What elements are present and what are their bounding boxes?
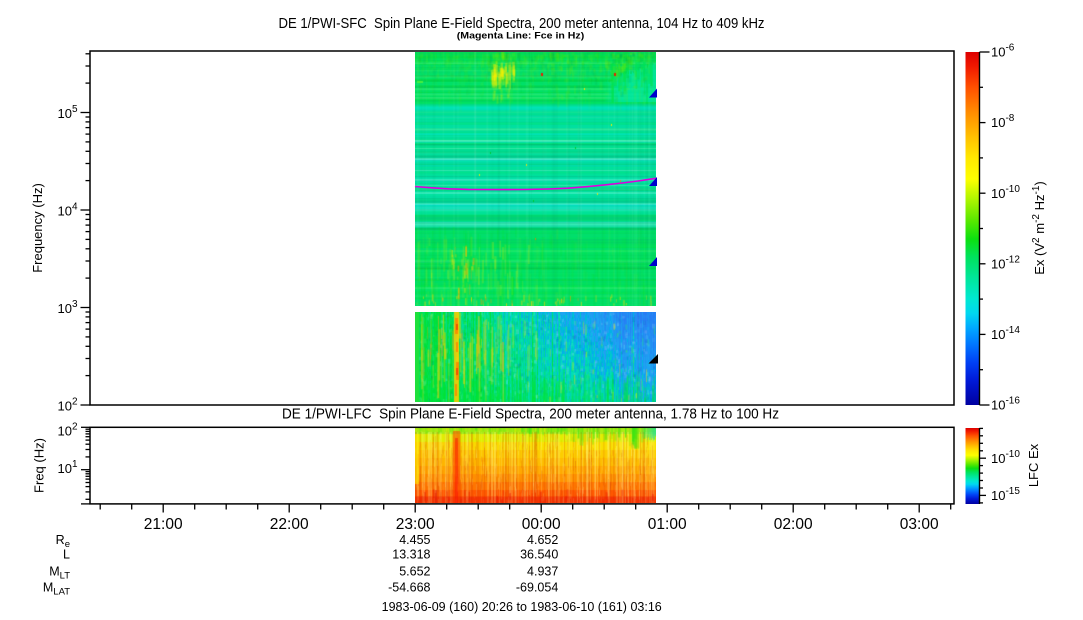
svg-text:DE 1/PWI-LFC Spin Plane E-Fie: DE 1/PWI-LFC Spin Plane E-Field Spectra,…	[282, 406, 779, 423]
svg-text:10-10: 10-10	[991, 184, 1020, 201]
svg-text:LFC Ex: LFC Ex	[1026, 443, 1041, 487]
svg-text:105: 105	[57, 104, 77, 121]
svg-text:01:00: 01:00	[648, 516, 687, 533]
svg-text:L: L	[63, 548, 70, 562]
svg-text:104: 104	[57, 202, 77, 219]
svg-text:5.652: 5.652	[399, 565, 430, 579]
svg-text:22:00: 22:00	[270, 516, 309, 533]
svg-text:4.652: 4.652	[527, 533, 558, 547]
svg-text:10-8: 10-8	[991, 113, 1015, 130]
svg-text:103: 103	[57, 299, 77, 316]
svg-text:03:00: 03:00	[900, 516, 939, 533]
svg-text:10-16: 10-16	[991, 396, 1020, 413]
svg-text:4.455: 4.455	[399, 533, 430, 547]
svg-text:4.937: 4.937	[527, 565, 558, 579]
svg-text:(Magenta Line: Fce in Hz): (Magenta Line: Fce in Hz)	[457, 31, 585, 42]
svg-text:101: 101	[57, 459, 77, 476]
svg-text:MLAT: MLAT	[43, 581, 70, 598]
svg-text:10-6: 10-6	[991, 43, 1015, 60]
svg-text:10-12: 10-12	[991, 254, 1020, 271]
svg-text:-69.054: -69.054	[516, 581, 558, 595]
svg-text:1983-06-09 (160) 20:26 to 1983: 1983-06-09 (160) 20:26 to 1983-06-10 (16…	[382, 600, 662, 614]
svg-text:102: 102	[57, 422, 77, 439]
svg-text:MLT: MLT	[49, 565, 70, 582]
svg-text:23:00: 23:00	[396, 516, 435, 533]
svg-text:36.540: 36.540	[520, 548, 558, 562]
svg-text:21:00: 21:00	[144, 516, 183, 533]
svg-text:102: 102	[57, 397, 77, 414]
svg-text:-54.668: -54.668	[388, 581, 430, 595]
svg-text:Frequency (Hz): Frequency (Hz)	[30, 183, 45, 273]
svg-text:10-10: 10-10	[991, 449, 1020, 466]
svg-text:13.318: 13.318	[392, 548, 430, 562]
svg-text:10-15: 10-15	[991, 486, 1020, 503]
svg-text:DE 1/PWI-SFC Spin Plane E-Fie: DE 1/PWI-SFC Spin Plane E-Field Spectra,…	[279, 15, 765, 32]
svg-text:10-14: 10-14	[991, 325, 1020, 342]
svg-text:00:00: 00:00	[522, 516, 561, 533]
svg-text:Ex (V2 m-2 Hz-1): Ex (V2 m-2 Hz-1)	[1031, 181, 1047, 275]
svg-text:Freq (Hz): Freq (Hz)	[32, 438, 47, 493]
svg-text:02:00: 02:00	[774, 516, 813, 533]
